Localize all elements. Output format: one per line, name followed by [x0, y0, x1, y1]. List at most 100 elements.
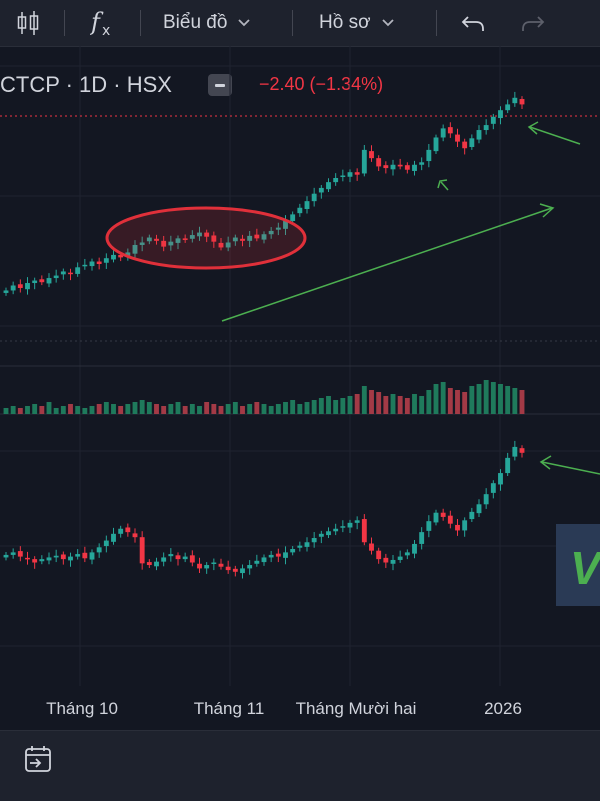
- candle-body: [361, 519, 367, 543]
- candle-body: [440, 128, 446, 138]
- volume-bar: [369, 390, 374, 414]
- candle-body: [404, 165, 410, 170]
- candle-body: [361, 149, 367, 174]
- volume-bar: [318, 398, 324, 414]
- volume-bar: [261, 404, 267, 414]
- candle-body: [383, 557, 389, 563]
- pointer-arrow-line: [529, 126, 581, 145]
- undo-icon[interactable]: [460, 0, 486, 46]
- candle-body: [75, 554, 81, 557]
- volume-bar: [211, 404, 217, 414]
- candle-body: [82, 552, 88, 559]
- volume-bar: [225, 404, 231, 414]
- candle-body: [53, 555, 59, 558]
- candle-body: [404, 552, 410, 556]
- candle-body: [39, 559, 45, 562]
- volume-bar: [240, 406, 245, 414]
- small-arrow-head: [437, 179, 448, 189]
- candle-body: [75, 267, 81, 274]
- volume-bar: [311, 400, 317, 414]
- candle-body: [161, 240, 167, 247]
- bottom-bar: [0, 730, 600, 801]
- candle-body: [10, 552, 16, 555]
- candle-body: [111, 254, 116, 260]
- candle-body: [182, 238, 188, 241]
- candle-body: [197, 563, 202, 569]
- volume-bar: [60, 406, 66, 414]
- candle-body: [211, 562, 217, 564]
- candle-body: [390, 559, 396, 564]
- x-tick-label: 2026: [484, 699, 522, 718]
- candle-body: [204, 232, 210, 237]
- pointer-arrow-head: [539, 455, 552, 470]
- candle-body: [254, 560, 260, 564]
- volume-bar: [189, 404, 195, 414]
- candle-body: [154, 238, 159, 241]
- candle-body: [440, 512, 446, 517]
- candle-body: [189, 235, 195, 239]
- candles-icon[interactable]: [14, 0, 42, 46]
- volume-bar: [17, 408, 23, 414]
- x-tick-label: Tháng Mười hai: [296, 699, 417, 718]
- candle-body: [161, 557, 167, 562]
- candle-body: [3, 290, 9, 293]
- candle-body: [175, 238, 181, 243]
- volume-bar: [283, 402, 288, 414]
- volume-bar: [89, 406, 95, 414]
- chart-menu-button[interactable]: Biểu đồ: [163, 0, 251, 46]
- volume-bar: [25, 406, 30, 414]
- volume-bar: [275, 404, 281, 414]
- calendar-goto-icon[interactable]: [22, 743, 54, 780]
- watermark-text: V: [570, 542, 600, 594]
- candle-body: [139, 537, 145, 564]
- x-tick-label: Tháng 11: [194, 699, 265, 718]
- volume-panel: [3, 380, 525, 414]
- candle-body: [111, 533, 116, 542]
- candle-body: [32, 280, 38, 284]
- candle-body: [275, 227, 281, 230]
- volume-bar: [433, 384, 439, 414]
- volume-bar: [304, 402, 310, 414]
- candle-body: [82, 264, 88, 267]
- volume-bar: [53, 408, 59, 414]
- candle-body: [118, 254, 124, 258]
- candle-body: [240, 568, 245, 574]
- price-change: −2.40 (−1.34%): [259, 74, 384, 94]
- candle-body: [218, 563, 224, 567]
- candle-body: [354, 520, 360, 523]
- volume-bar: [39, 406, 45, 414]
- volume-bar: [519, 390, 525, 414]
- annotations: [105, 121, 600, 475]
- volume-bar: [505, 386, 511, 414]
- candle-body: [247, 235, 253, 241]
- candle-body: [39, 279, 45, 283]
- candle-body: [283, 552, 288, 558]
- volume-bar: [498, 384, 503, 414]
- profile-menu-label: Hồ sơ: [319, 12, 371, 33]
- candle-body: [433, 512, 439, 523]
- candle-body: [139, 242, 145, 245]
- fx-icon[interactable]: f x: [90, 0, 116, 46]
- candle-body: [232, 568, 238, 572]
- candle-body: [347, 522, 353, 528]
- candle-body: [68, 556, 73, 561]
- volume-bar: [46, 402, 52, 414]
- chart-canvas[interactable]: Tháng 10 Tháng 11 Tháng Mười hai 2026: [0, 46, 600, 730]
- candle-body: [304, 542, 310, 547]
- candle-body: [483, 125, 489, 131]
- volume-bar: [297, 404, 303, 414]
- collapse-button[interactable]: [208, 74, 232, 96]
- volume-bar: [3, 408, 9, 414]
- grid-lines: [0, 46, 600, 686]
- candle-body: [304, 201, 310, 210]
- toolbar: f x Biểu đồ Hồ sơ: [0, 0, 600, 47]
- candle-body: [505, 457, 511, 474]
- redo-icon[interactable]: [520, 0, 546, 46]
- volume-bar: [361, 386, 367, 414]
- profile-menu-button[interactable]: Hồ sơ: [319, 0, 395, 46]
- candle-body: [426, 521, 432, 531]
- candle-body: [469, 511, 475, 520]
- volume-bar: [440, 382, 446, 414]
- candle-body: [204, 565, 210, 569]
- candle-body: [397, 556, 403, 560]
